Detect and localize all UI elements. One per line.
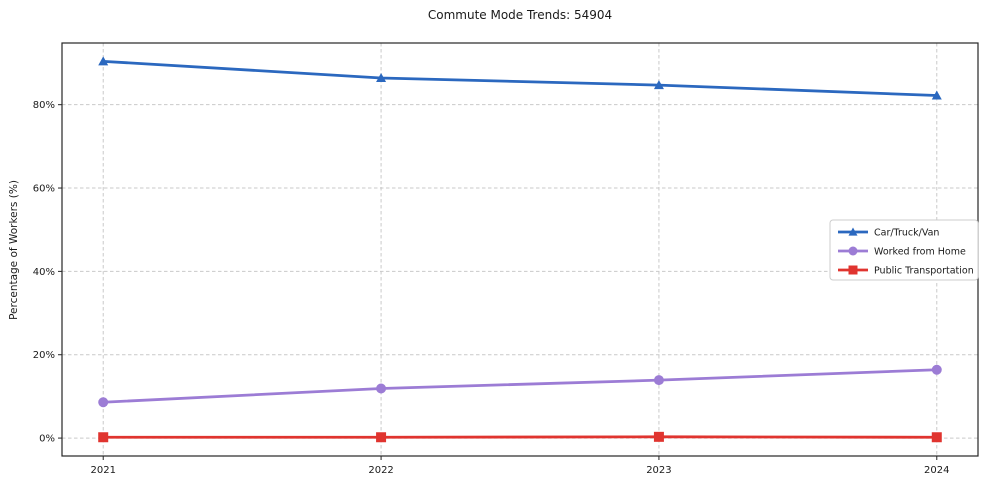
square-marker xyxy=(848,265,858,275)
circle-marker xyxy=(653,375,664,386)
y-tick-label: 0% xyxy=(39,434,55,445)
triangle-marker xyxy=(848,227,858,236)
triangle-marker xyxy=(931,90,942,100)
legend-label-worked-from-home: Worked from Home xyxy=(874,247,966,258)
x-axis: 2021 2022 2023 2024 xyxy=(90,456,950,476)
series-car-truck-van xyxy=(98,56,942,100)
triangle-marker xyxy=(376,73,387,83)
series-public-transportation xyxy=(98,431,942,443)
circle-marker xyxy=(98,397,109,408)
square-marker xyxy=(98,432,109,443)
circle-marker xyxy=(376,383,387,394)
square-marker xyxy=(931,432,942,443)
y-tick-label: 60% xyxy=(33,184,55,195)
square-marker xyxy=(653,431,664,442)
legend-label-public-transportation: Public Transportation xyxy=(874,266,974,277)
triangle-marker xyxy=(653,80,664,90)
chart-title: Commute Mode Trends: 54904 xyxy=(427,8,613,22)
triangle-marker xyxy=(98,56,109,66)
legend-label-car-truck-van: Car/Truck/Van xyxy=(874,228,939,239)
square-marker xyxy=(376,432,387,443)
y-tick-label: 20% xyxy=(33,350,55,361)
legend-box xyxy=(829,219,979,281)
y-axis: 0% 20% 40% 60% 80% xyxy=(33,100,62,445)
circle-marker xyxy=(931,364,942,375)
legend: Car/Truck/Van Worked from Home Public Tran… xyxy=(829,219,979,281)
series-worked-from-home xyxy=(98,364,942,408)
y-tick-label: 80% xyxy=(33,100,55,111)
x-tick-label: 2024 xyxy=(924,465,949,476)
y-tick-label: 40% xyxy=(33,267,55,278)
x-tick-label: 2021 xyxy=(90,465,115,476)
circle-marker xyxy=(848,246,858,256)
x-tick-label: 2022 xyxy=(368,465,393,476)
x-tick-label: 2023 xyxy=(646,465,671,476)
